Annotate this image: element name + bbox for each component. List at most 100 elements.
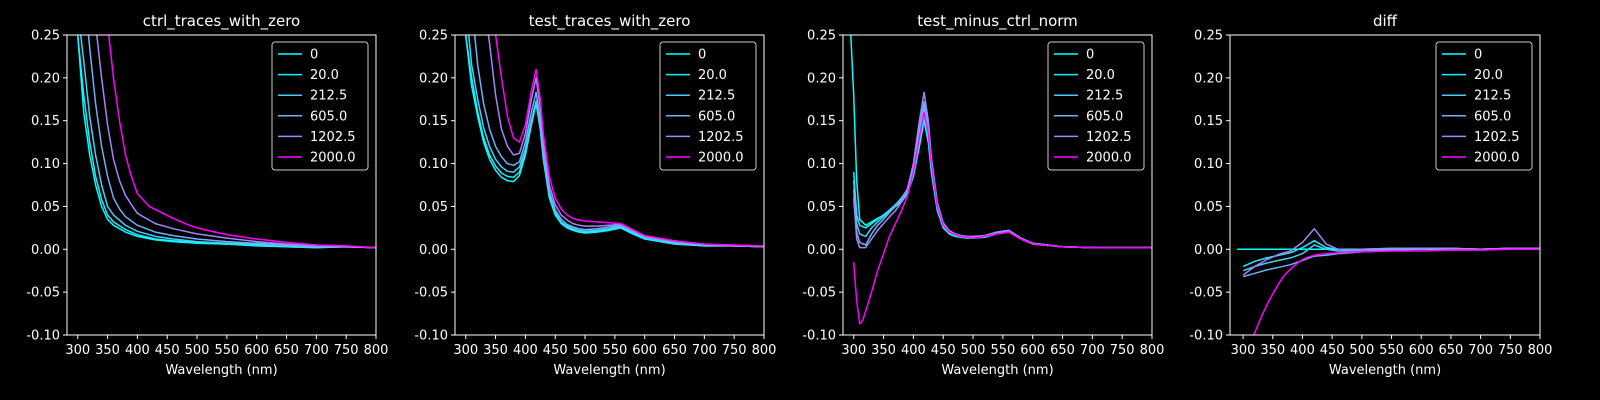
x-tick-label: 750 bbox=[1110, 343, 1135, 358]
y-tick-label: 0.10 bbox=[419, 157, 448, 172]
x-tick-label: 350 bbox=[1260, 343, 1285, 358]
legend-label: 0 bbox=[310, 48, 318, 63]
y-tick-label: 0.00 bbox=[419, 243, 448, 258]
x-tick-label: 400 bbox=[901, 343, 926, 358]
x-tick-label: 500 bbox=[961, 343, 986, 358]
legend-label: 605.0 bbox=[1474, 109, 1511, 124]
legend-label: 212.5 bbox=[1086, 89, 1123, 104]
y-tick-label: -0.05 bbox=[1189, 286, 1223, 301]
legend-label: 212.5 bbox=[1474, 89, 1511, 104]
y-tick-label: 0.15 bbox=[807, 114, 836, 129]
y-tick-label: -0.10 bbox=[802, 329, 836, 344]
legend-label: 2000.0 bbox=[310, 151, 356, 166]
y-tick-label: -0.05 bbox=[414, 286, 448, 301]
y-tick-label: -0.10 bbox=[1189, 329, 1223, 344]
x-axis-label: Wavelength (nm) bbox=[165, 363, 277, 378]
x-tick-label: 750 bbox=[1498, 343, 1523, 358]
legend-label: 0 bbox=[698, 48, 706, 63]
y-tick-label: 0.05 bbox=[1194, 200, 1223, 215]
x-tick-label: 750 bbox=[722, 343, 747, 358]
x-tick-label: 450 bbox=[543, 343, 568, 358]
series-line-4 bbox=[852, 91, 1152, 249]
y-tick-label: 0.05 bbox=[31, 200, 60, 215]
y-tick-label: 0.20 bbox=[419, 71, 448, 86]
y-tick-label: 0.00 bbox=[31, 243, 60, 258]
x-tick-label: 700 bbox=[1080, 343, 1105, 358]
y-tick-label: -0.10 bbox=[414, 329, 448, 344]
x-tick-label: 800 bbox=[364, 343, 389, 358]
y-tick-label: 0.05 bbox=[807, 200, 836, 215]
series-group bbox=[1237, 227, 1540, 335]
legend: 0 20.0 212.5 605.0 1202.5 2000.0 bbox=[1047, 41, 1145, 171]
x-tick-label: 650 bbox=[662, 343, 687, 358]
y-tick-label: 0.15 bbox=[31, 114, 60, 129]
x-tick-label: 700 bbox=[304, 343, 329, 358]
y-tick-label: 0.20 bbox=[807, 71, 836, 86]
legend-label: 0 bbox=[1474, 48, 1482, 63]
chart-title: ctrl_traces_with_zero bbox=[143, 12, 300, 31]
legend: 0 20.0 212.5 605.0 1202.5 2000.0 bbox=[659, 41, 757, 171]
series-line-3 bbox=[473, 35, 764, 248]
legend-label: 605.0 bbox=[310, 109, 347, 124]
series-line-5 bbox=[852, 111, 1152, 325]
legend-label: 1202.5 bbox=[1474, 130, 1520, 145]
y-tick-label: 0.10 bbox=[31, 157, 60, 172]
x-tick-label: 350 bbox=[871, 343, 896, 358]
series-group bbox=[850, 35, 1152, 325]
subplots: -0.10 -0.05 0.00 0.05 0.10 0.15 0.20 0.25 300 350… bbox=[26, 12, 1552, 378]
y-tick-label: 0.05 bbox=[419, 200, 448, 215]
series-line-4 bbox=[1242, 227, 1540, 276]
x-tick-label: 550 bbox=[1379, 343, 1404, 358]
chart-title: diff bbox=[1373, 12, 1398, 30]
x-tick-label: 600 bbox=[244, 343, 269, 358]
x-tick-label: 550 bbox=[214, 343, 239, 358]
x-tick-label: 300 bbox=[1231, 343, 1256, 358]
y-tick-label: -0.05 bbox=[26, 286, 60, 301]
legend-label: 1202.5 bbox=[698, 130, 744, 145]
x-tick-label: 350 bbox=[95, 343, 120, 358]
legend-label: 2000.0 bbox=[1474, 151, 1520, 166]
series-line-4 bbox=[96, 35, 376, 249]
x-tick-label: 400 bbox=[513, 343, 538, 358]
series-line-5 bbox=[494, 35, 764, 247]
x-axis-label: Wavelength (nm) bbox=[1329, 363, 1441, 378]
y-tick-label: -0.10 bbox=[26, 329, 60, 344]
x-tick-label: 600 bbox=[632, 343, 657, 358]
legend-label: 1202.5 bbox=[310, 130, 356, 145]
x-tick-label: 650 bbox=[1050, 343, 1075, 358]
series-group bbox=[464, 35, 764, 248]
legend-label: 605.0 bbox=[1086, 109, 1123, 124]
x-tick-label: 600 bbox=[1020, 343, 1045, 358]
subplot-2: -0.10 -0.05 0.00 0.05 0.10 0.15 0.20 0.25 300 350… bbox=[414, 12, 776, 378]
plot-frame bbox=[842, 34, 1153, 336]
plot-frame bbox=[1229, 34, 1541, 336]
y-tick-label: 0.15 bbox=[419, 114, 448, 129]
series-line-5 bbox=[1253, 248, 1540, 335]
subplot-3: -0.10 -0.05 0.00 0.05 0.10 0.15 0.20 0.25 300 350… bbox=[802, 12, 1164, 378]
series-line-5 bbox=[108, 35, 376, 249]
x-tick-label: 400 bbox=[1290, 343, 1315, 358]
plot-frame bbox=[66, 34, 377, 336]
y-tick-label: 0.15 bbox=[1194, 114, 1223, 129]
legend: 0 20.0 212.5 605.0 1202.5 2000.0 bbox=[271, 41, 369, 171]
x-tick-label: 450 bbox=[931, 343, 956, 358]
x-tick-label: 300 bbox=[453, 343, 478, 358]
x-tick-label: 350 bbox=[483, 343, 508, 358]
x-tick-label: 500 bbox=[1349, 343, 1374, 358]
y-tick-label: 0.25 bbox=[31, 29, 60, 44]
x-tick-label: 400 bbox=[125, 343, 150, 358]
legend-label: 0 bbox=[1086, 48, 1094, 63]
chart-title: test_traces_with_zero bbox=[529, 12, 691, 31]
legend-label: 20.0 bbox=[698, 68, 727, 83]
x-tick-label: 500 bbox=[185, 343, 210, 358]
x-tick-label: 450 bbox=[1320, 343, 1345, 358]
series-group bbox=[76, 35, 376, 249]
x-tick-label: 450 bbox=[155, 343, 180, 358]
x-tick-label: 700 bbox=[692, 343, 717, 358]
x-tick-label: 550 bbox=[990, 343, 1015, 358]
legend-label: 212.5 bbox=[310, 89, 347, 104]
x-tick-label: 650 bbox=[274, 343, 299, 358]
legend-label: 20.0 bbox=[310, 68, 339, 83]
